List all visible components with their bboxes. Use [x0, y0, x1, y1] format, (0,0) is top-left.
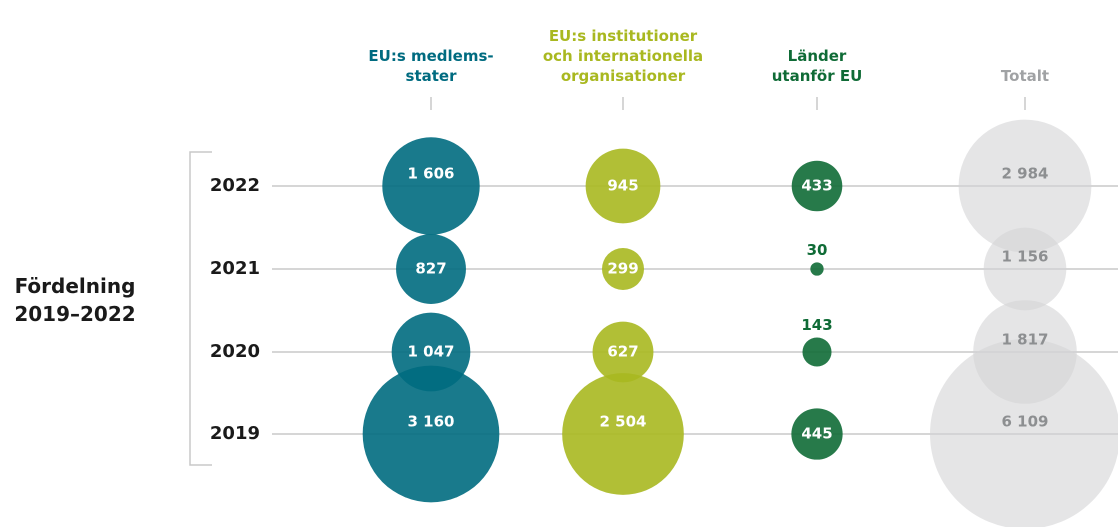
- row-label: 2020: [210, 341, 260, 362]
- row-label: 2019: [210, 423, 260, 444]
- value-label: 143: [801, 316, 832, 334]
- bubble: [362, 365, 500, 503]
- bubble: [983, 227, 1067, 311]
- bubble: [930, 339, 1118, 527]
- value-label: 627: [607, 343, 638, 361]
- bubble: [585, 148, 661, 224]
- bubble: [601, 247, 645, 291]
- column-header: EU:s institutioner och internationella o…: [542, 27, 704, 85]
- value-label: 433: [801, 177, 832, 195]
- column-header: Länder utanför EU: [771, 47, 863, 85]
- bubble: [791, 408, 843, 460]
- bubble: [802, 337, 832, 367]
- value-label: 2 504: [600, 413, 647, 431]
- bubble: [958, 119, 1092, 253]
- value-label: 1 606: [408, 165, 455, 183]
- bubble: [396, 234, 466, 304]
- value-label: 827: [415, 260, 446, 278]
- bubble: [791, 160, 843, 212]
- row-label: 2021: [210, 258, 260, 279]
- column-header: EU:s medlems- stater: [368, 47, 494, 85]
- value-label: 6 109: [1002, 413, 1049, 431]
- value-label: 3 160: [408, 413, 455, 431]
- value-label: 30: [807, 241, 828, 259]
- value-label: 1 817: [1002, 331, 1049, 349]
- bubble: [562, 373, 684, 495]
- column-header: Totalt: [1000, 67, 1050, 85]
- value-label: 2 984: [1002, 165, 1049, 183]
- bracket: [189, 151, 212, 466]
- bubble: [382, 137, 480, 235]
- value-label: 945: [607, 177, 638, 195]
- value-label: 1 156: [1002, 248, 1049, 266]
- row-label: 2022: [210, 175, 260, 196]
- value-label: 299: [607, 260, 638, 278]
- y-axis-label: Fördelning 2019–2022: [14, 274, 136, 326]
- value-label: 445: [801, 425, 832, 443]
- value-label: 1 047: [408, 343, 455, 361]
- bubble: [810, 262, 824, 276]
- bubble: [592, 321, 654, 383]
